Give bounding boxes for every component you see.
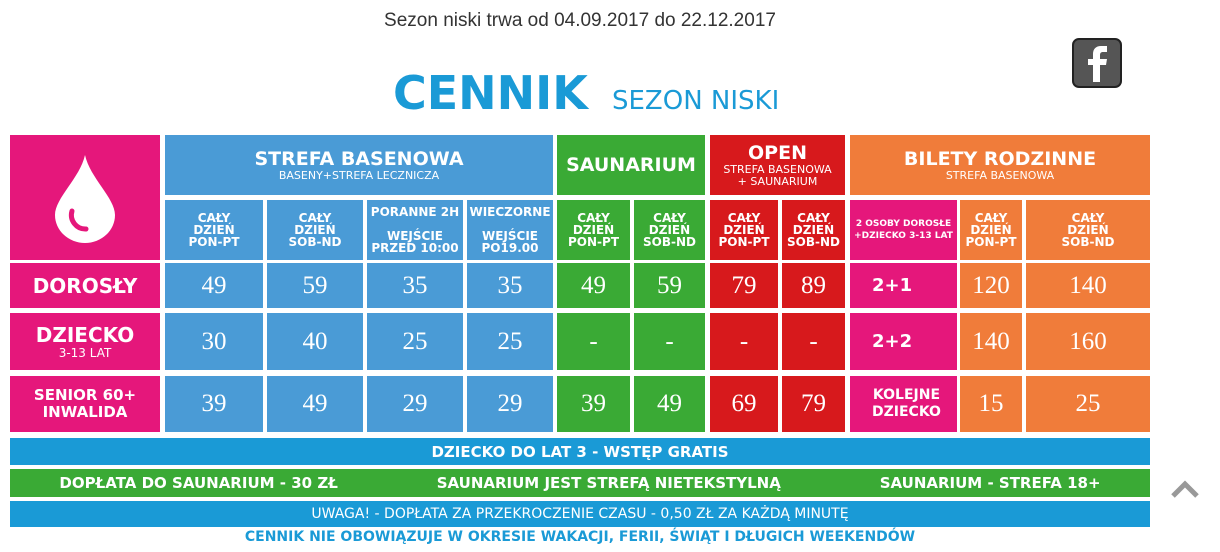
- price-cell: 25: [1026, 376, 1150, 432]
- sauna-note: SAUNARIUM JEST STREFĄ NIETEKSTYLNĄ: [436, 474, 781, 492]
- price-cell: 29: [467, 376, 553, 432]
- price-cell: 89: [782, 263, 845, 308]
- sauna-note: SAUNARIUM - STREFA 18+: [879, 474, 1101, 492]
- column-header: CAŁY DZIEŃ SOB-ND: [267, 200, 363, 260]
- price-cell: 49: [165, 263, 263, 308]
- group-header: OPEN STREFA BASENOWA + SAUNARIUM: [710, 135, 845, 195]
- group-title: OPEN: [748, 142, 807, 164]
- row-title: DOROSŁY: [32, 273, 138, 298]
- group-title: BILETY RODZINNE: [903, 148, 1097, 170]
- price-cell: 79: [782, 376, 845, 432]
- column-header: 2 OSOBY DOROSŁE +DZIECKO 3-13 LAT: [850, 200, 957, 260]
- price-cell: 140: [1026, 263, 1150, 308]
- row-sublabel: 3-13 LAT: [58, 345, 112, 360]
- group-header: BILETY RODZINNE STREFA BASENOWA: [850, 135, 1150, 195]
- season-notice: Sezon niski trwa od 04.09.2017 do 22.12.…: [384, 10, 776, 31]
- column-header: CAŁY DZIEŃ SOB-ND: [782, 200, 845, 260]
- price-cell: 120: [960, 263, 1022, 308]
- price-cell: 35: [467, 263, 553, 308]
- column-header: CAŁY DZIEŃ PON-PT: [165, 200, 263, 260]
- drop-cell: [10, 135, 160, 260]
- price-cell: 140: [960, 313, 1022, 370]
- price-cell: 39: [557, 376, 630, 432]
- group-title: SAUNARIUM: [566, 154, 696, 176]
- overtime-bar: UWAGA! - DOPŁATA ZA PRZEKROCZENIE CZASU …: [10, 501, 1150, 527]
- drop-icon: [55, 154, 115, 243]
- column-header: CAŁY DZIEŃ PON-PT: [960, 200, 1022, 260]
- price-cell: 25: [467, 313, 553, 370]
- price-cell: 79: [710, 263, 778, 308]
- price-cell: 15: [960, 376, 1022, 432]
- facebook-icon[interactable]: [1072, 38, 1122, 88]
- row-title: SENIOR 60+ INWALIDA: [33, 386, 137, 421]
- column-header: CAŁY DZIEŃ SOB-ND: [1026, 200, 1150, 260]
- row-label: SENIOR 60+ INWALIDA: [10, 376, 160, 432]
- price-cell: 49: [267, 376, 363, 432]
- column-header: CAŁY DZIEŃ SOB-ND: [634, 200, 705, 260]
- group-title: STREFA BASENOWA: [254, 148, 464, 170]
- price-cell: 29: [367, 376, 463, 432]
- group-subtitle: STREFA BASENOWA: [945, 169, 1055, 182]
- sauna-bar: DOPŁATA DO SAUNARIUM - 30 ZŁ SAUNARIUM JE…: [10, 469, 1150, 497]
- price-cell: -: [782, 313, 845, 370]
- price-cell: 69: [710, 376, 778, 432]
- free-entry-bar: DZIECKO DO LAT 3 - WSTĘP GRATIS: [10, 438, 1150, 465]
- price-cell: 49: [557, 263, 630, 308]
- price-cell: 25: [367, 313, 463, 370]
- price-cell: 49: [634, 376, 705, 432]
- group-subtitle: STREFA BASENOWA + SAUNARIUM: [723, 163, 832, 188]
- price-cell: KOLEJNE DZIECKO: [850, 376, 957, 432]
- group-subtitle: BASENY+STREFA LECZNICZA: [278, 169, 440, 182]
- price-cell: 30: [165, 313, 263, 370]
- price-cell: 160: [1026, 313, 1150, 370]
- group-header: STREFA BASENOWA BASENY+STREFA LECZNICZA: [165, 135, 553, 195]
- scroll-top[interactable]: [1170, 478, 1200, 502]
- subtitle: SEZON NISKI: [612, 86, 780, 116]
- price-cell: 2+1: [850, 263, 957, 308]
- title: CENNIK: [393, 66, 588, 120]
- row-title: DZIECKO: [35, 322, 135, 347]
- group-header: SAUNARIUM: [557, 135, 705, 195]
- price-cell: -: [557, 313, 630, 370]
- row-label: DOROSŁY: [10, 263, 160, 308]
- sauna-note: DOPŁATA DO SAUNARIUM - 30 ZŁ: [59, 474, 338, 492]
- price-cell: 59: [267, 263, 363, 308]
- price-cell: 2+2: [850, 313, 957, 370]
- price-cell: 40: [267, 313, 363, 370]
- price-cell: -: [710, 313, 778, 370]
- validity-note: CENNIK NIE OBOWIĄZUJE W OKRESIE WAKACJI,…: [244, 529, 916, 545]
- column-header: WIECZORNE WEJŚCIE PO19.00: [467, 200, 553, 260]
- price-cell: 39: [165, 376, 263, 432]
- price-cell: 59: [634, 263, 705, 308]
- column-header: CAŁY DZIEŃ PON-PT: [557, 200, 630, 260]
- price-cell: 35: [367, 263, 463, 308]
- column-header: CAŁY DZIEŃ PON-PT: [710, 200, 778, 260]
- row-label: DZIECKO 3-13 LAT: [10, 313, 160, 370]
- column-header: PORANNE 2H WEJŚCIE PRZED 10:00: [367, 200, 463, 260]
- price-cell: -: [634, 313, 705, 370]
